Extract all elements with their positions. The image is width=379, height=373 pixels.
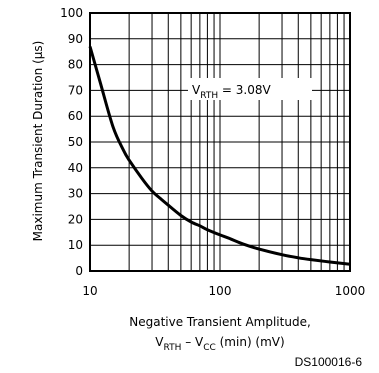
x-tick-label: 10	[82, 284, 97, 298]
data-curve	[88, 46, 351, 266]
y-tick-label: 90	[68, 32, 83, 46]
grid	[89, 12, 351, 272]
y-tick-label: 70	[68, 83, 83, 97]
tick-labels: 0 10 20 30 40 50 60 70 80 90 100 10 100 1000	[60, 6, 365, 298]
y-tick-label: 10	[68, 238, 83, 252]
y-tick-label: 50	[68, 135, 83, 149]
plot-frame	[89, 12, 351, 272]
figure-code: DS100016-6	[295, 355, 363, 369]
y-tick-label: 60	[68, 109, 83, 123]
vrth-annotation: VRTH = 3.08V	[192, 83, 271, 101]
y-tick-label: 30	[68, 187, 83, 201]
x-tick-label: 100	[209, 284, 232, 298]
annotation-background	[188, 78, 312, 100]
y-tick-label: 40	[68, 161, 83, 175]
y-tick-label: 20	[68, 212, 83, 226]
x-tick-label: 1000	[335, 284, 366, 298]
y-tick-label: 80	[68, 58, 83, 72]
y-tick-label: 100	[60, 6, 83, 20]
y-tick-label: 0	[75, 264, 83, 278]
x-axis-label-line2: VRTH – VCC (min) (mV)	[155, 335, 284, 353]
x-axis-label-line1: Negative Transient Amplitude,	[129, 315, 311, 329]
y-axis-label: Maximum Transient Duration (μs)	[31, 41, 45, 242]
